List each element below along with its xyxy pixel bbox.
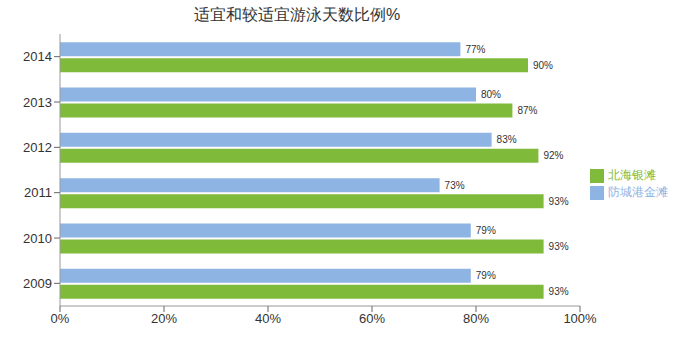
svg-text:79%: 79% [476,225,496,236]
svg-text:100%: 100% [563,311,597,326]
svg-text:40%: 40% [255,311,281,326]
svg-text:2013: 2013 [23,95,52,110]
svg-text:83%: 83% [497,134,517,145]
svg-text:0%: 0% [51,311,70,326]
svg-text:80%: 80% [463,311,489,326]
svg-text:2012: 2012 [23,140,52,155]
svg-text:79%: 79% [476,270,496,281]
svg-text:77%: 77% [465,44,485,55]
svg-text:2009: 2009 [23,276,52,291]
svg-text:73%: 73% [445,180,465,191]
html-text:适宜和较适宜游泳天数比例%: 适宜和较适宜游泳天数比例% [193,6,401,23]
html-text:北海银滩: 北海银滩 [608,168,656,182]
svg-text:20%: 20% [151,311,177,326]
svg-text:93%: 93% [549,241,569,252]
svg-text:90%: 90% [533,60,553,71]
svg-text:93%: 93% [549,286,569,297]
svg-text:80%: 80% [481,89,501,100]
svg-text:2014: 2014 [23,49,52,64]
svg-text:2011: 2011 [24,185,52,200]
svg-text:2010: 2010 [23,231,52,246]
html-text:防城港金滩: 防城港金滩 [608,185,668,199]
svg-text:93%: 93% [549,196,569,207]
svg-text:87%: 87% [517,105,537,116]
svg-text:92%: 92% [543,150,563,161]
svg-text:60%: 60% [359,311,385,326]
